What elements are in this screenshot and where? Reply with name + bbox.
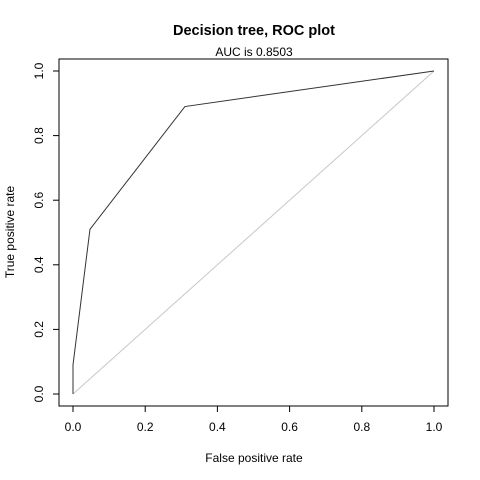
x-tick-label: 1.0 (426, 420, 443, 434)
y-tick-label: 0.8 (32, 127, 46, 144)
chart-subtitle: AUC is 0.8503 (215, 45, 293, 59)
y-tick-label: 0.6 (32, 192, 46, 209)
x-tick-label: 0.2 (137, 420, 154, 434)
x-axis-label: False positive rate (205, 451, 303, 465)
x-tick-label: 0.4 (209, 420, 226, 434)
roc-curve-line (72, 70, 435, 394)
x-tick-label: 0.8 (353, 420, 370, 434)
x-tick-label: 0.6 (281, 420, 298, 434)
chart-title: Decision tree, ROC plot (173, 23, 335, 39)
y-axis: 0.0 0.2 0.4 0.6 0.8 1.0 (32, 62, 59, 402)
y-tick-label: 1.0 (32, 62, 46, 79)
y-tick-label: 0.0 (32, 385, 46, 402)
x-tick-label: 0.0 (65, 420, 82, 434)
x-axis: 0.0 0.2 0.4 0.6 0.8 1.0 (65, 406, 443, 434)
series-layer (72, 70, 435, 395)
y-axis-label: True positive rate (3, 186, 17, 279)
y-tick-label: 0.4 (32, 256, 46, 273)
y-tick-label: 0.2 (32, 321, 46, 338)
plot-frame (58, 58, 449, 407)
diagonal-reference-line (72, 70, 435, 395)
